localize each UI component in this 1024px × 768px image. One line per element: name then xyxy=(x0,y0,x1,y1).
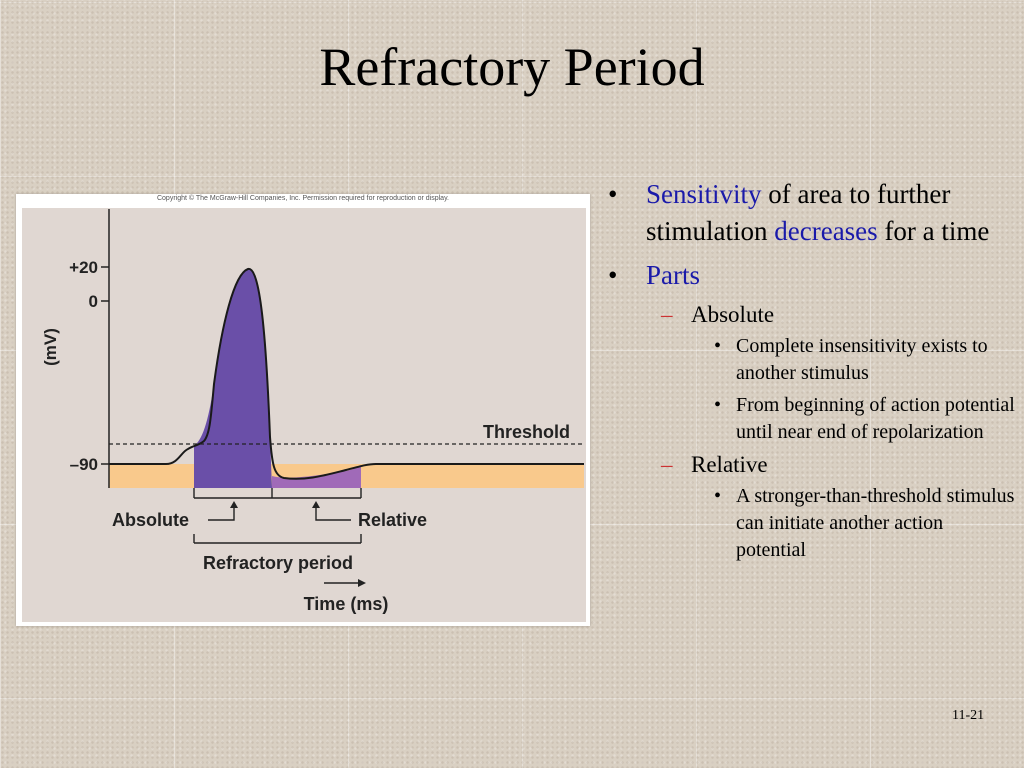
sub-bullet-absolute: – Absolute xyxy=(606,301,1016,329)
relative-label: Relative xyxy=(358,510,427,530)
sub-bullet-relative: – Relative xyxy=(606,451,1016,479)
absolute-item-text: From beginning of action potential until… xyxy=(736,394,1015,443)
absolute-label: Absolute xyxy=(112,510,189,530)
slide-title: Refractory Period xyxy=(319,37,705,97)
y-axis-label: (mV) xyxy=(41,328,60,366)
action-potential-curve xyxy=(109,268,584,480)
relative-heading: Relative xyxy=(691,452,768,477)
absolute-arrowhead xyxy=(230,501,238,508)
relative-arrow xyxy=(315,504,351,521)
absolute-heading: Absolute xyxy=(691,302,775,327)
sensitivity-text: of area to further stimulation xyxy=(646,179,951,246)
bullet-dot: • xyxy=(608,260,618,290)
refractory-period-label: Refractory period xyxy=(203,553,353,573)
tick-label-zero: 0 xyxy=(89,292,98,311)
bullet-dot: • xyxy=(714,394,722,416)
sensitivity-text-end: for a time xyxy=(877,216,990,246)
tick-label-plus20: +20 xyxy=(69,258,98,277)
absolute-arrow xyxy=(208,504,235,521)
bullet-dot: • xyxy=(714,485,722,507)
action-potential-figure: Copyright © The McGraw-Hill Companies, I… xyxy=(16,194,590,626)
sensitivity-term: Sensitivity xyxy=(646,179,762,209)
x-axis-label: Time (ms) xyxy=(304,594,389,614)
page-number: 11-21 xyxy=(952,708,985,723)
bullet-dash: – xyxy=(661,302,673,327)
absolute-item: • From beginning of action potential unt… xyxy=(606,392,1016,446)
bullet-sensitivity: • Sensitivity of area to further stimula… xyxy=(606,176,1016,250)
action-potential-diagram: +20 0 –90 (mV) Threshold Absolute Relati… xyxy=(22,208,586,622)
bullet-parts: • Parts xyxy=(606,257,1016,294)
relative-item-text: A stronger-than-threshold stimulus can i… xyxy=(736,485,1015,561)
relative-item: • A stronger-than-threshold stimulus can… xyxy=(606,483,1016,564)
tick-label-minus90: –90 xyxy=(70,455,98,474)
bullet-dot: • xyxy=(714,335,722,357)
bullet-dash: – xyxy=(661,452,673,477)
copyright-notice: Copyright © The McGraw-Hill Companies, I… xyxy=(156,195,449,202)
absolute-refractory-fill xyxy=(194,268,272,488)
bullet-dot: • xyxy=(608,179,618,209)
time-arrowhead xyxy=(358,579,366,587)
bullet-list: • Sensitivity of area to further stimula… xyxy=(606,176,1016,569)
relative-arrowhead xyxy=(312,501,320,508)
parts-term: Parts xyxy=(646,260,700,290)
threshold-label: Threshold xyxy=(483,422,570,442)
plot-background xyxy=(22,208,586,622)
absolute-item: • Complete insensitivity exists to anoth… xyxy=(606,333,1016,387)
absolute-item-text: Complete insensitivity exists to another… xyxy=(736,335,988,384)
decreases-term: decreases xyxy=(774,216,878,246)
